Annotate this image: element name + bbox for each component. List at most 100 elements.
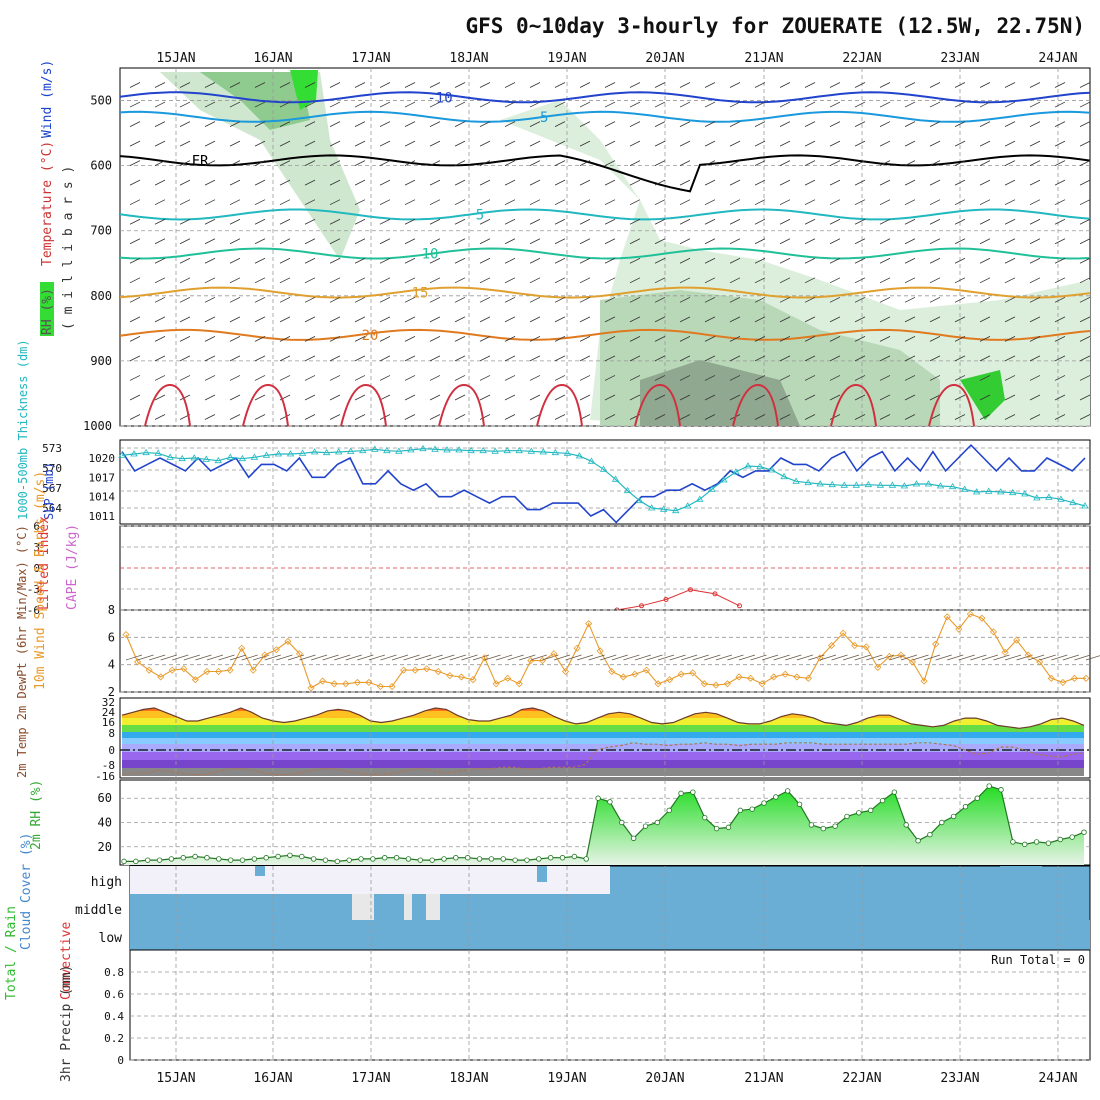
- wind-barb: [779, 336, 791, 342]
- wind-barb: [479, 355, 491, 362]
- wind-barb: [129, 179, 141, 186]
- wind-barb: [854, 121, 866, 127]
- wind-barb: [929, 82, 941, 88]
- pressure-tick-label: 700: [90, 224, 112, 238]
- wind-barb: [979, 82, 991, 88]
- wind-barb: [204, 101, 216, 108]
- wind-barb: [429, 414, 441, 420]
- wind-barb: [729, 277, 741, 284]
- wind-barb: [779, 82, 791, 88]
- wind10-point: [1024, 651, 1032, 659]
- wind-barb: [379, 375, 391, 381]
- wind-barb: [179, 179, 191, 186]
- date-tick-label: 18JAN: [449, 1071, 488, 1086]
- wind-barb: [679, 179, 691, 186]
- wind-barb: [904, 355, 916, 362]
- precip-frame: [129, 949, 1091, 1061]
- wind10-tick-label: 8: [108, 603, 115, 617]
- wind-barb: [579, 296, 591, 303]
- wind10-barb: [738, 654, 756, 661]
- pressure-tick-label: 900: [90, 354, 112, 368]
- li-series-line: [616, 589, 740, 611]
- wind-barb: [529, 218, 541, 225]
- date-tick-label: 24JAN: [1038, 1071, 1077, 1086]
- wind-barb: [829, 160, 841, 166]
- wind-barb: [479, 316, 491, 323]
- wind-barb: [304, 257, 316, 264]
- temperature-axis-label: Temperature (°C): [40, 141, 55, 266]
- wind-barb: [354, 121, 366, 127]
- wind-barb: [179, 355, 191, 362]
- wind10-point: [272, 646, 280, 654]
- wind-barb: [1054, 414, 1066, 420]
- wind-barb: [804, 394, 816, 401]
- wind10-point: [908, 658, 917, 666]
- rh2m-point: [465, 855, 471, 861]
- wind10-point: [747, 674, 755, 682]
- wind-barb: [454, 199, 466, 206]
- date-tick-label: 19JAN: [547, 1071, 586, 1086]
- wind10-barb: [681, 654, 698, 661]
- wind-barb: [929, 179, 941, 186]
- cloud-patch: [1000, 866, 1020, 894]
- wind10-point: [238, 644, 246, 652]
- wind10-point: [400, 666, 408, 674]
- wind-barb: [804, 277, 816, 284]
- wind10-barb: [727, 654, 744, 661]
- wind-barb: [729, 257, 741, 264]
- wind-barb: [1079, 336, 1091, 342]
- rh2m-point: [393, 855, 400, 861]
- wind-barb: [979, 101, 991, 108]
- rh2m-point: [1010, 839, 1016, 845]
- wind-barb: [254, 199, 266, 206]
- wind-barb: [954, 257, 966, 264]
- wind-barb: [354, 82, 366, 88]
- cloud-high-band: [130, 866, 610, 894]
- rh2m-point: [358, 856, 364, 862]
- rh2m-point: [630, 835, 637, 841]
- thickness-axis-label: 1000-500mb Thickness (dm): [16, 339, 30, 520]
- wind-barb: [729, 316, 741, 323]
- wind-barb: [154, 101, 166, 108]
- wind-barb: [1054, 101, 1066, 108]
- wind10-barb: [808, 654, 825, 661]
- thickness-tick-label: 573: [42, 442, 62, 455]
- wind-axis-label: Wind (m/s): [40, 60, 55, 138]
- wind-barb: [904, 238, 916, 245]
- wind10-point: [249, 666, 257, 674]
- wind-barb: [404, 355, 416, 362]
- wind-barb: [379, 101, 391, 108]
- wind-barb: [754, 414, 766, 420]
- wind-barb: [679, 336, 691, 342]
- wind-barb: [879, 179, 891, 186]
- wind-barb: [204, 140, 216, 147]
- wind-barb: [779, 355, 791, 362]
- wind10-point: [145, 666, 153, 674]
- wind-barb: [404, 160, 416, 166]
- rh2m-point: [761, 800, 767, 806]
- wind-barb: [604, 179, 616, 186]
- wind-barb: [129, 414, 141, 420]
- wind10-point: [504, 674, 512, 682]
- wind-barb: [1054, 257, 1066, 264]
- wind-barb: [304, 238, 316, 245]
- thickness-point: [623, 486, 632, 494]
- wind-barb: [1004, 199, 1016, 206]
- wind10-barb: [634, 654, 652, 661]
- cloud-level-label: high: [91, 875, 122, 890]
- wind-barb: [929, 121, 941, 127]
- thickness-point: [503, 446, 511, 454]
- wind-barb: [904, 179, 916, 186]
- thickness-point: [672, 506, 680, 514]
- isotherm-label: 15: [412, 286, 429, 302]
- wind-barb: [729, 140, 741, 147]
- wind10-point: [330, 680, 338, 688]
- wind-barb: [254, 218, 266, 225]
- wind-barb: [204, 82, 216, 88]
- wind-barb: [154, 179, 166, 186]
- wind10-barb: [299, 654, 316, 661]
- thickness-point: [407, 446, 415, 453]
- wind-barb: [429, 160, 441, 166]
- wind-barb: [504, 121, 516, 127]
- date-tick-label: 21JAN: [744, 1071, 783, 1086]
